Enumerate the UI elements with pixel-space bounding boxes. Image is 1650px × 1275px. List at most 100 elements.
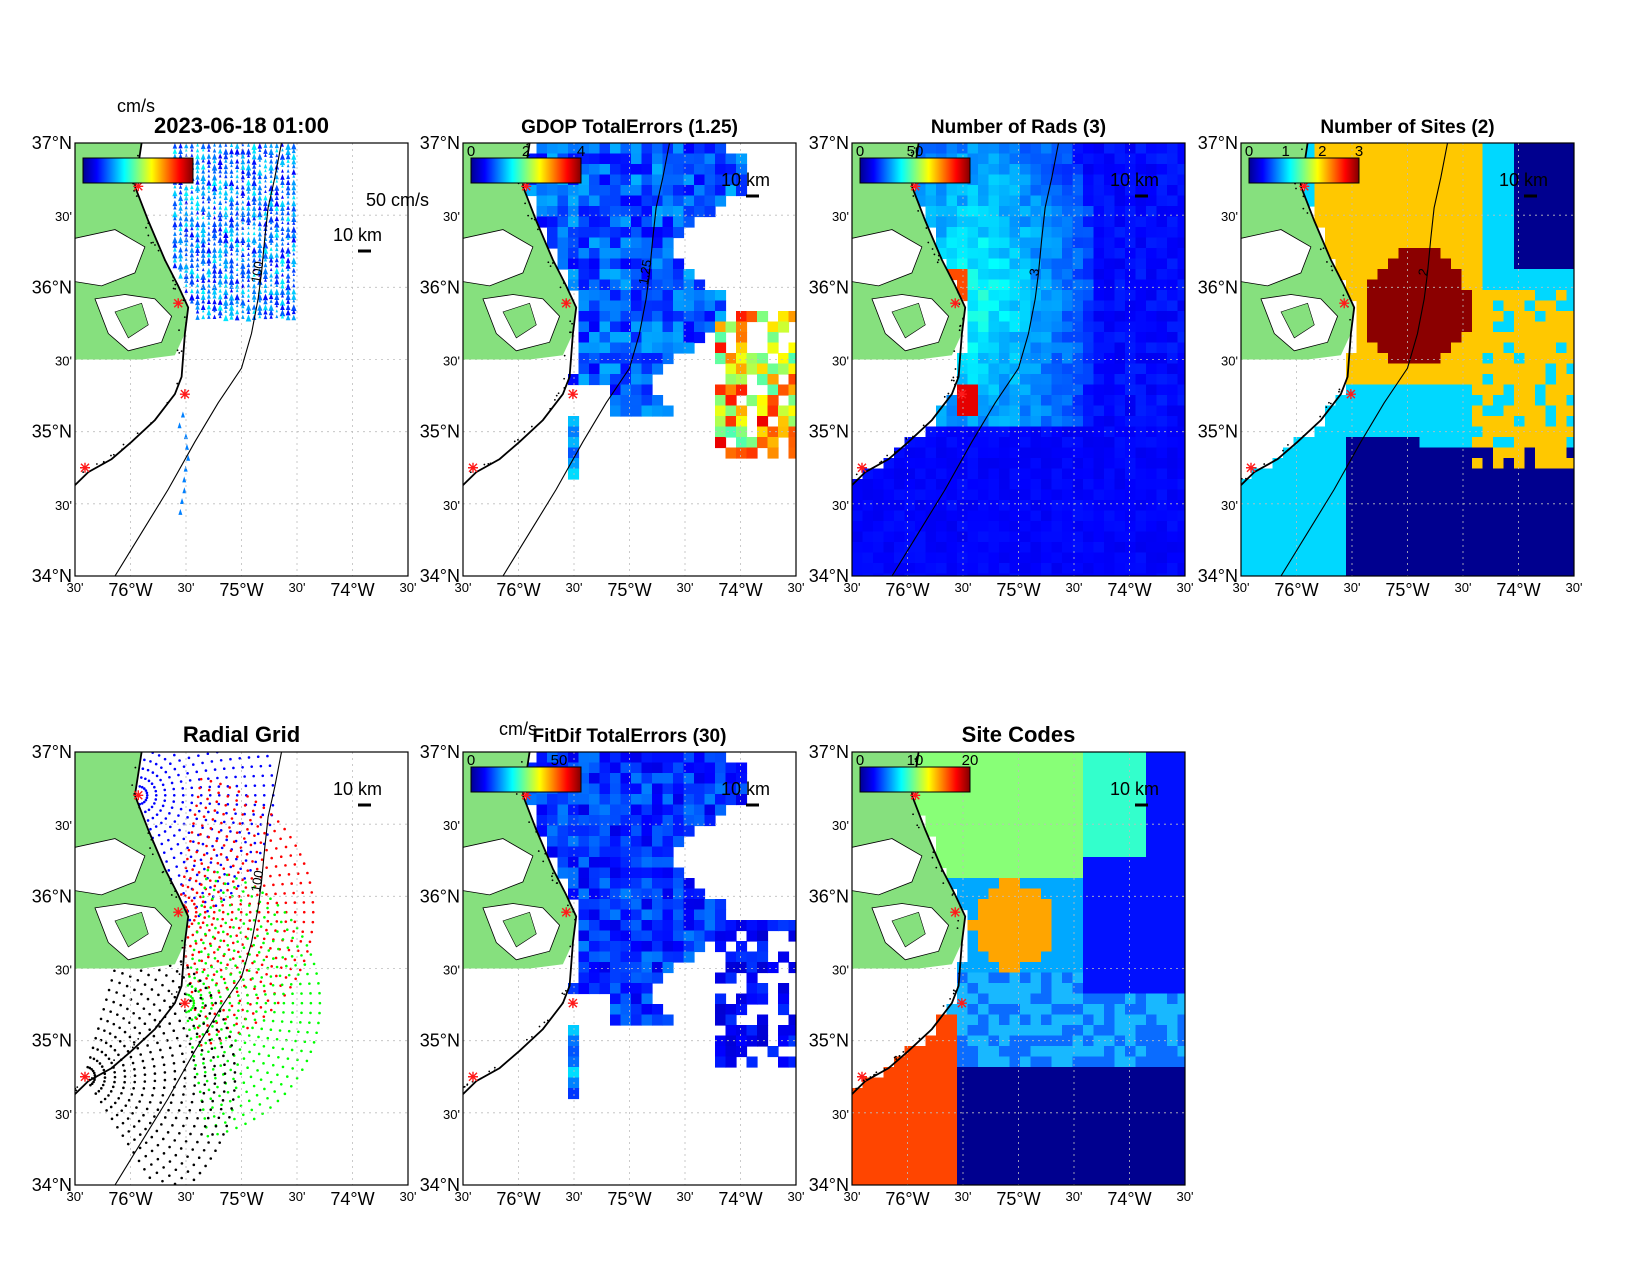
data-cell bbox=[1356, 573, 1368, 576]
radial-grid-point bbox=[262, 806, 266, 810]
current-vector-icon bbox=[263, 288, 268, 293]
radial-grid-point bbox=[269, 874, 272, 878]
data-cell bbox=[631, 206, 643, 218]
data-cell bbox=[1072, 395, 1084, 407]
radial-grid-point bbox=[152, 1003, 156, 1006]
data-cell bbox=[1398, 300, 1410, 312]
data-cell bbox=[683, 311, 695, 323]
current-vector-icon bbox=[172, 189, 178, 197]
data-cell bbox=[1482, 311, 1494, 323]
current-vector-icon bbox=[269, 298, 273, 303]
radial-grid-point bbox=[220, 846, 224, 850]
radial-grid-point bbox=[97, 1089, 101, 1093]
data-cell bbox=[1419, 164, 1431, 176]
radial-grid-point bbox=[311, 900, 315, 904]
data-cell bbox=[662, 153, 674, 165]
current-vector-icon bbox=[291, 304, 297, 312]
data-cell bbox=[999, 185, 1011, 197]
data-cell bbox=[1388, 447, 1400, 459]
data-cell bbox=[1093, 300, 1105, 312]
data-cell bbox=[1009, 363, 1021, 375]
data-cell bbox=[1419, 395, 1431, 407]
radial-grid-point bbox=[193, 919, 196, 922]
data-cell bbox=[694, 143, 706, 155]
data-cell bbox=[1493, 447, 1505, 459]
current-vector-icon bbox=[235, 215, 239, 220]
data-cell bbox=[1377, 563, 1389, 575]
data-cell bbox=[1514, 458, 1526, 470]
radial-grid-point bbox=[108, 1032, 112, 1035]
data-cell bbox=[1377, 437, 1389, 449]
radial-grid-point bbox=[223, 1050, 226, 1054]
data-cell bbox=[1535, 258, 1547, 270]
data-cell bbox=[1419, 321, 1431, 333]
data-cell bbox=[1051, 248, 1063, 260]
site-marker-icon bbox=[856, 462, 867, 473]
current-vector-icon bbox=[190, 205, 194, 210]
data-cell bbox=[1177, 374, 1185, 386]
data-cell bbox=[1272, 510, 1284, 522]
radial-grid-point bbox=[209, 1108, 213, 1111]
radial-grid-point bbox=[247, 1034, 251, 1037]
data-cell bbox=[1514, 384, 1526, 396]
radial-grid-point bbox=[215, 854, 219, 857]
data-cell bbox=[1556, 384, 1568, 396]
data-cell bbox=[1356, 531, 1368, 543]
data-cell bbox=[1051, 521, 1063, 533]
radial-grid-point bbox=[249, 1002, 252, 1006]
data-cell bbox=[1524, 374, 1536, 386]
current-vector-icon bbox=[264, 153, 267, 157]
data-cell bbox=[1125, 468, 1137, 480]
data-cell bbox=[904, 521, 916, 533]
radial-grid-point bbox=[299, 1021, 302, 1024]
data-cell bbox=[957, 542, 969, 554]
data-cell bbox=[852, 521, 864, 533]
current-vector-icon bbox=[286, 194, 290, 199]
radial-grid-point bbox=[126, 1117, 130, 1120]
radial-grid-point bbox=[163, 1071, 167, 1074]
radial-grid-point bbox=[262, 941, 265, 945]
radial-grid-point bbox=[295, 1076, 299, 1080]
data-cell bbox=[736, 437, 748, 449]
data-cell bbox=[1430, 384, 1442, 396]
data-cell bbox=[673, 342, 685, 354]
radial-grid-point bbox=[164, 817, 168, 820]
current-vector-icon bbox=[286, 236, 290, 241]
current-vector-icon bbox=[212, 174, 218, 181]
data-cell bbox=[1388, 279, 1400, 291]
current-vector-icon bbox=[200, 283, 206, 290]
radial-grid-point bbox=[183, 875, 186, 879]
data-cell bbox=[999, 500, 1011, 512]
data-cell bbox=[1041, 342, 1053, 354]
radial-grid-point bbox=[167, 989, 171, 993]
data-cell bbox=[978, 353, 990, 365]
current-vector-icon bbox=[263, 200, 268, 207]
current-vector-icon bbox=[257, 252, 262, 258]
radial-grid-point bbox=[146, 1044, 149, 1047]
data-cell bbox=[1093, 153, 1105, 165]
data-cell bbox=[957, 185, 969, 197]
data-cell bbox=[536, 143, 548, 155]
radial-grid-point bbox=[211, 1099, 214, 1103]
data-cell bbox=[1125, 269, 1137, 281]
data-cell bbox=[1482, 237, 1494, 249]
radial-grid-point bbox=[231, 864, 235, 868]
data-cell bbox=[1524, 542, 1536, 554]
current-vector-icon bbox=[200, 220, 206, 228]
radial-grid-point bbox=[142, 1087, 146, 1090]
current-vector-icon bbox=[257, 200, 262, 206]
radial-grid-point bbox=[262, 803, 266, 807]
current-vector-icon bbox=[195, 153, 200, 160]
radial-grid-point bbox=[318, 1001, 322, 1005]
current-vector-icon bbox=[274, 293, 280, 301]
radial-grid-point bbox=[222, 844, 226, 847]
data-cell bbox=[1051, 395, 1063, 407]
data-cell bbox=[988, 153, 1000, 165]
radial-grid-point bbox=[225, 811, 228, 815]
radial-grid-point bbox=[99, 1017, 103, 1021]
current-vector-icon bbox=[264, 189, 267, 194]
data-cell bbox=[1177, 269, 1185, 281]
data-cell bbox=[1356, 342, 1368, 354]
data-cell bbox=[1156, 363, 1168, 375]
radial-grid-point bbox=[273, 992, 276, 996]
